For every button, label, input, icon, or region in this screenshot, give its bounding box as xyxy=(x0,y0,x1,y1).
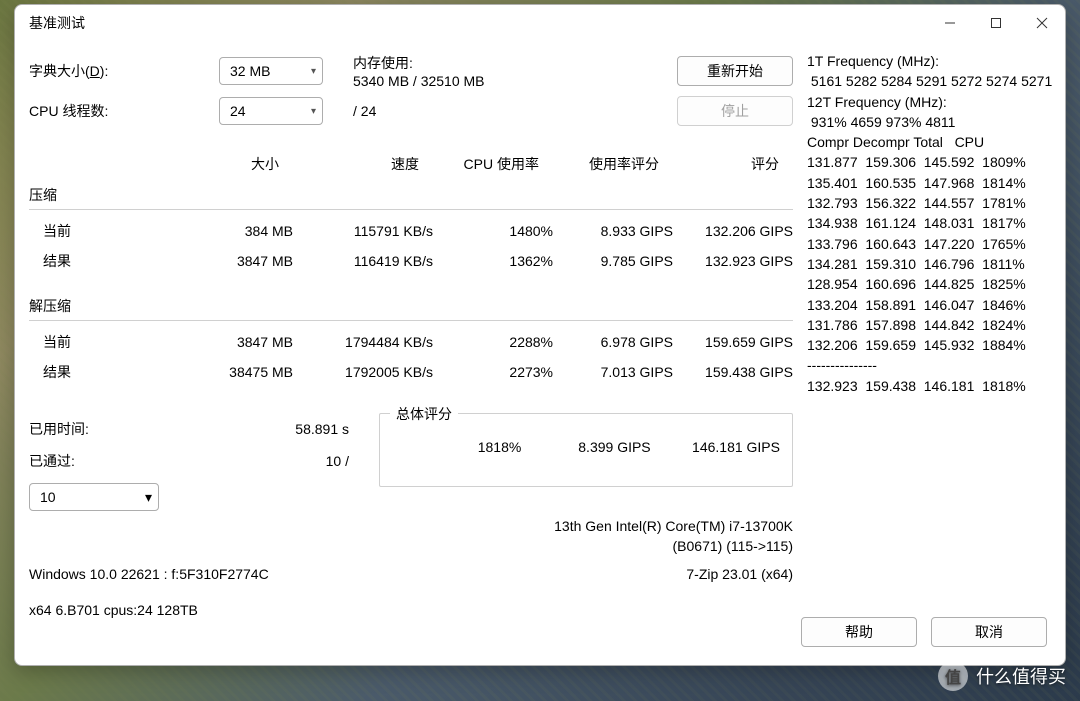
restart-button[interactable]: 重新开始 xyxy=(677,56,793,86)
table-row: 当前 3847 MB 1794484 KB/s 2288% 6.978 GIPS… xyxy=(29,327,793,357)
iterations-dropdown[interactable]: 10 ▾ xyxy=(29,483,159,511)
memory-usage: 内存使用: 5340 MB / 32510 MB xyxy=(353,53,485,89)
threads-value: 24 xyxy=(230,103,246,119)
watermark-badge: 值 xyxy=(938,661,968,691)
dict-size-dropdown[interactable]: 32 MB ▾ xyxy=(219,57,323,85)
threads-label: CPU 线程数: xyxy=(29,101,219,121)
watermark: 值 什么值得买 xyxy=(938,661,1066,691)
cancel-button[interactable]: 取消 xyxy=(931,617,1047,647)
cpu-info: 13th Gen Intel(R) Core(TM) i7-13700K (B0… xyxy=(29,517,793,556)
compress-section: 压缩 xyxy=(29,179,793,210)
table-row: 结果 38475 MB 1792005 KB/s 2273% 7.013 GIP… xyxy=(29,357,793,387)
window-title: 基准测试 xyxy=(29,13,85,33)
stop-button: 停止 xyxy=(677,96,793,126)
os-info: Windows 10.0 22621 : f:5F310F2774C xyxy=(29,566,269,582)
help-button[interactable]: 帮助 xyxy=(801,617,917,647)
arch-info: x64 6.B701 cpus:24 128TB xyxy=(29,602,793,618)
minimize-button[interactable] xyxy=(927,5,973,41)
chevron-down-icon: ▾ xyxy=(311,66,316,77)
passed-label: 已通过: xyxy=(29,451,75,471)
elapsed-label: 已用时间: xyxy=(29,419,89,439)
benchmark-window: 基准测试 字典大小(D): 32 MB ▾ 内存使用: xyxy=(14,4,1066,666)
overall-rating-box: 总体评分 1818% 8.399 GIPS 146.181 GIPS xyxy=(379,413,793,487)
maximize-button[interactable] xyxy=(973,5,1019,41)
frequency-log: 1T Frequency (MHz): 5161 5282 5284 5291 … xyxy=(801,51,1052,651)
threads-dropdown[interactable]: 24 ▾ xyxy=(219,97,323,125)
table-row: 结果 3847 MB 116419 KB/s 1362% 9.785 GIPS … xyxy=(29,246,793,276)
watermark-text: 什么值得买 xyxy=(976,663,1066,689)
chevron-down-icon: ▾ xyxy=(311,106,316,117)
dict-size-value: 32 MB xyxy=(230,63,270,79)
chevron-down-icon: ▾ xyxy=(145,489,152,506)
passed-value: 10 / xyxy=(326,453,349,469)
table-row: 当前 384 MB 115791 KB/s 1480% 8.933 GIPS 1… xyxy=(29,216,793,246)
threads-max: / 24 xyxy=(353,103,376,119)
table-header: 大小 速度 CPU 使用率 使用率评分 评分 xyxy=(29,149,793,179)
decompress-section: 解压缩 xyxy=(29,290,793,321)
app-info: 7-Zip 23.01 (x64) xyxy=(686,566,793,582)
elapsed-value: 58.891 s xyxy=(295,421,349,437)
close-button[interactable] xyxy=(1019,5,1065,41)
dict-size-label: 字典大小(D): xyxy=(29,61,219,81)
titlebar[interactable]: 基准测试 xyxy=(15,5,1065,41)
